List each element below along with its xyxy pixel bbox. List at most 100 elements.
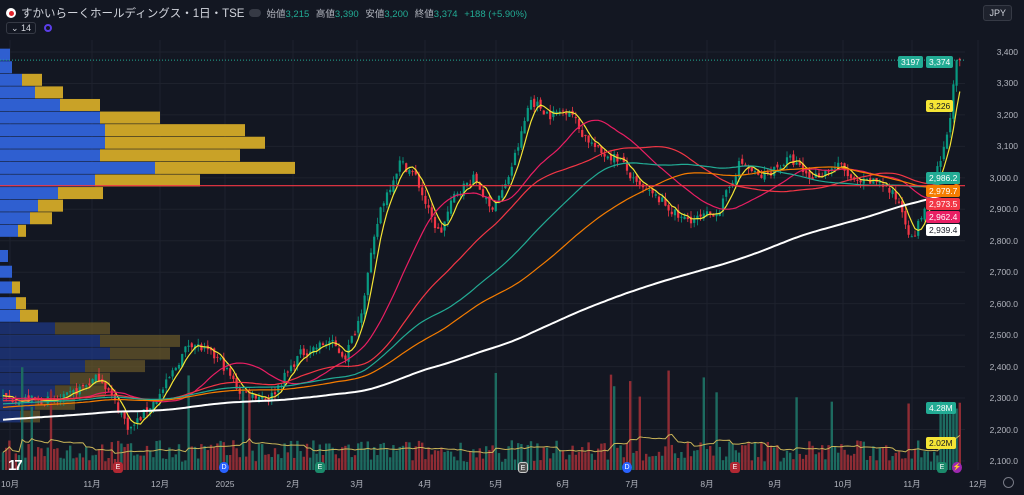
event-marker-split-icon[interactable]: ⚡ — [952, 462, 962, 473]
volume-bar — [33, 456, 37, 470]
candle-body — [632, 177, 635, 179]
volume-bar — [897, 451, 901, 470]
candle-body — [798, 161, 801, 165]
candle-body — [277, 385, 280, 393]
candle-body — [296, 356, 299, 367]
volume-profile-buy — [0, 410, 20, 423]
volume-bar — [865, 459, 869, 470]
volume-profile-buy — [0, 385, 55, 398]
candle-body — [481, 189, 485, 198]
candle-body — [574, 117, 577, 119]
x-axis-tick: 10月 — [834, 479, 852, 489]
volume-bar — [353, 455, 357, 470]
candle-body — [805, 170, 808, 174]
volume-bar — [677, 458, 680, 470]
x-axis-tick: 6月 — [556, 479, 570, 489]
currency-button[interactable]: JPY — [983, 5, 1012, 21]
candle-body — [289, 365, 293, 372]
volume-bar — [305, 443, 309, 470]
event-marker-earnings-icon[interactable]: E — [937, 462, 947, 473]
volume-profile-buy — [0, 187, 58, 200]
volume-bar — [539, 460, 542, 470]
volume-bar — [414, 446, 417, 470]
symbol-title[interactable]: すかいらーくホールディングス・1日・TSE — [21, 8, 245, 20]
volume-bar — [680, 452, 683, 470]
event-marker-dividend-icon[interactable]: D — [622, 462, 632, 473]
volume-bar — [629, 381, 632, 470]
volume-profile-buy — [0, 265, 12, 278]
indicator-circle-icon[interactable] — [44, 24, 53, 32]
candle-body — [398, 160, 401, 172]
volume-bar — [469, 451, 472, 470]
volume-bar — [155, 440, 158, 470]
candle-body — [734, 176, 737, 185]
candle-body — [216, 356, 219, 358]
candle-body — [942, 146, 945, 160]
candle-body — [200, 344, 203, 351]
volume-bar — [814, 454, 817, 470]
volume-bar — [283, 443, 286, 470]
candle-body — [411, 171, 414, 173]
candle-body — [433, 217, 437, 229]
event-marker-earnings-icon[interactable]: E — [730, 462, 740, 473]
volume-profile-buy — [0, 281, 12, 294]
candle-body — [117, 402, 120, 413]
candle-body — [302, 348, 305, 356]
volume-profile-buy — [0, 124, 105, 137]
volume-bar — [449, 451, 453, 470]
open-value: 3,215 — [285, 9, 310, 20]
indicators-toggle-button[interactable]: ⌄ 14 — [6, 22, 37, 34]
volume-bar — [309, 457, 312, 470]
volume-bar — [392, 445, 395, 470]
volume-bar — [955, 408, 958, 470]
volume-bar — [686, 442, 689, 470]
tradingview-logo[interactable]: 17 — [8, 457, 23, 474]
candle-body — [488, 196, 491, 207]
volume-bar — [328, 443, 331, 470]
settings-icon[interactable] — [1003, 477, 1014, 488]
candle-body — [603, 153, 606, 157]
volume-bar — [773, 447, 776, 470]
volume-bar — [510, 440, 513, 470]
candle-body — [85, 385, 88, 387]
candle-body — [369, 252, 373, 273]
volume-bar — [139, 455, 142, 470]
volume-profile-sell — [110, 347, 170, 360]
volume-bar — [398, 446, 401, 470]
x-axis-tick: 10月 — [1, 479, 19, 489]
candle-body — [920, 218, 923, 220]
candle-body — [728, 187, 731, 189]
candle-body — [593, 142, 597, 148]
ohlc-values: 始値3,215 高値3,390 安値3,200 終値3,374 +188 (+5… — [266, 6, 531, 20]
volume-bar — [331, 447, 334, 470]
volume-bar — [433, 450, 437, 470]
candle-body — [168, 377, 171, 379]
candle-body — [267, 398, 270, 401]
volume-bar — [785, 450, 789, 470]
volume-profile-buy — [0, 98, 60, 111]
volume-profile-buy — [0, 372, 70, 385]
volume-bar — [465, 461, 469, 470]
candle-body — [126, 417, 129, 430]
volume-bar — [411, 460, 414, 470]
candle-body — [750, 167, 753, 172]
event-marker-earnings-icon[interactable]: E — [113, 462, 123, 473]
volume-bar — [609, 374, 613, 470]
candle-body — [958, 58, 961, 61]
volume-profile-sell — [38, 199, 63, 212]
volume-bar — [923, 451, 926, 470]
volume-bar — [437, 450, 440, 470]
event-marker-dividend-icon[interactable]: D — [219, 462, 229, 473]
volume-profile-buy — [0, 161, 155, 174]
volume-bar — [904, 458, 907, 470]
candle-body — [568, 111, 571, 117]
event-marker-earnings-icon[interactable]: E — [518, 462, 528, 473]
volume-bar — [11, 461, 14, 470]
candle-body — [446, 211, 449, 222]
volume-bar — [507, 446, 510, 470]
event-marker-earnings-icon[interactable]: E — [315, 462, 325, 473]
candle-body — [462, 183, 465, 196]
volume-bar — [190, 446, 193, 470]
volume-profile-buy — [0, 224, 18, 237]
